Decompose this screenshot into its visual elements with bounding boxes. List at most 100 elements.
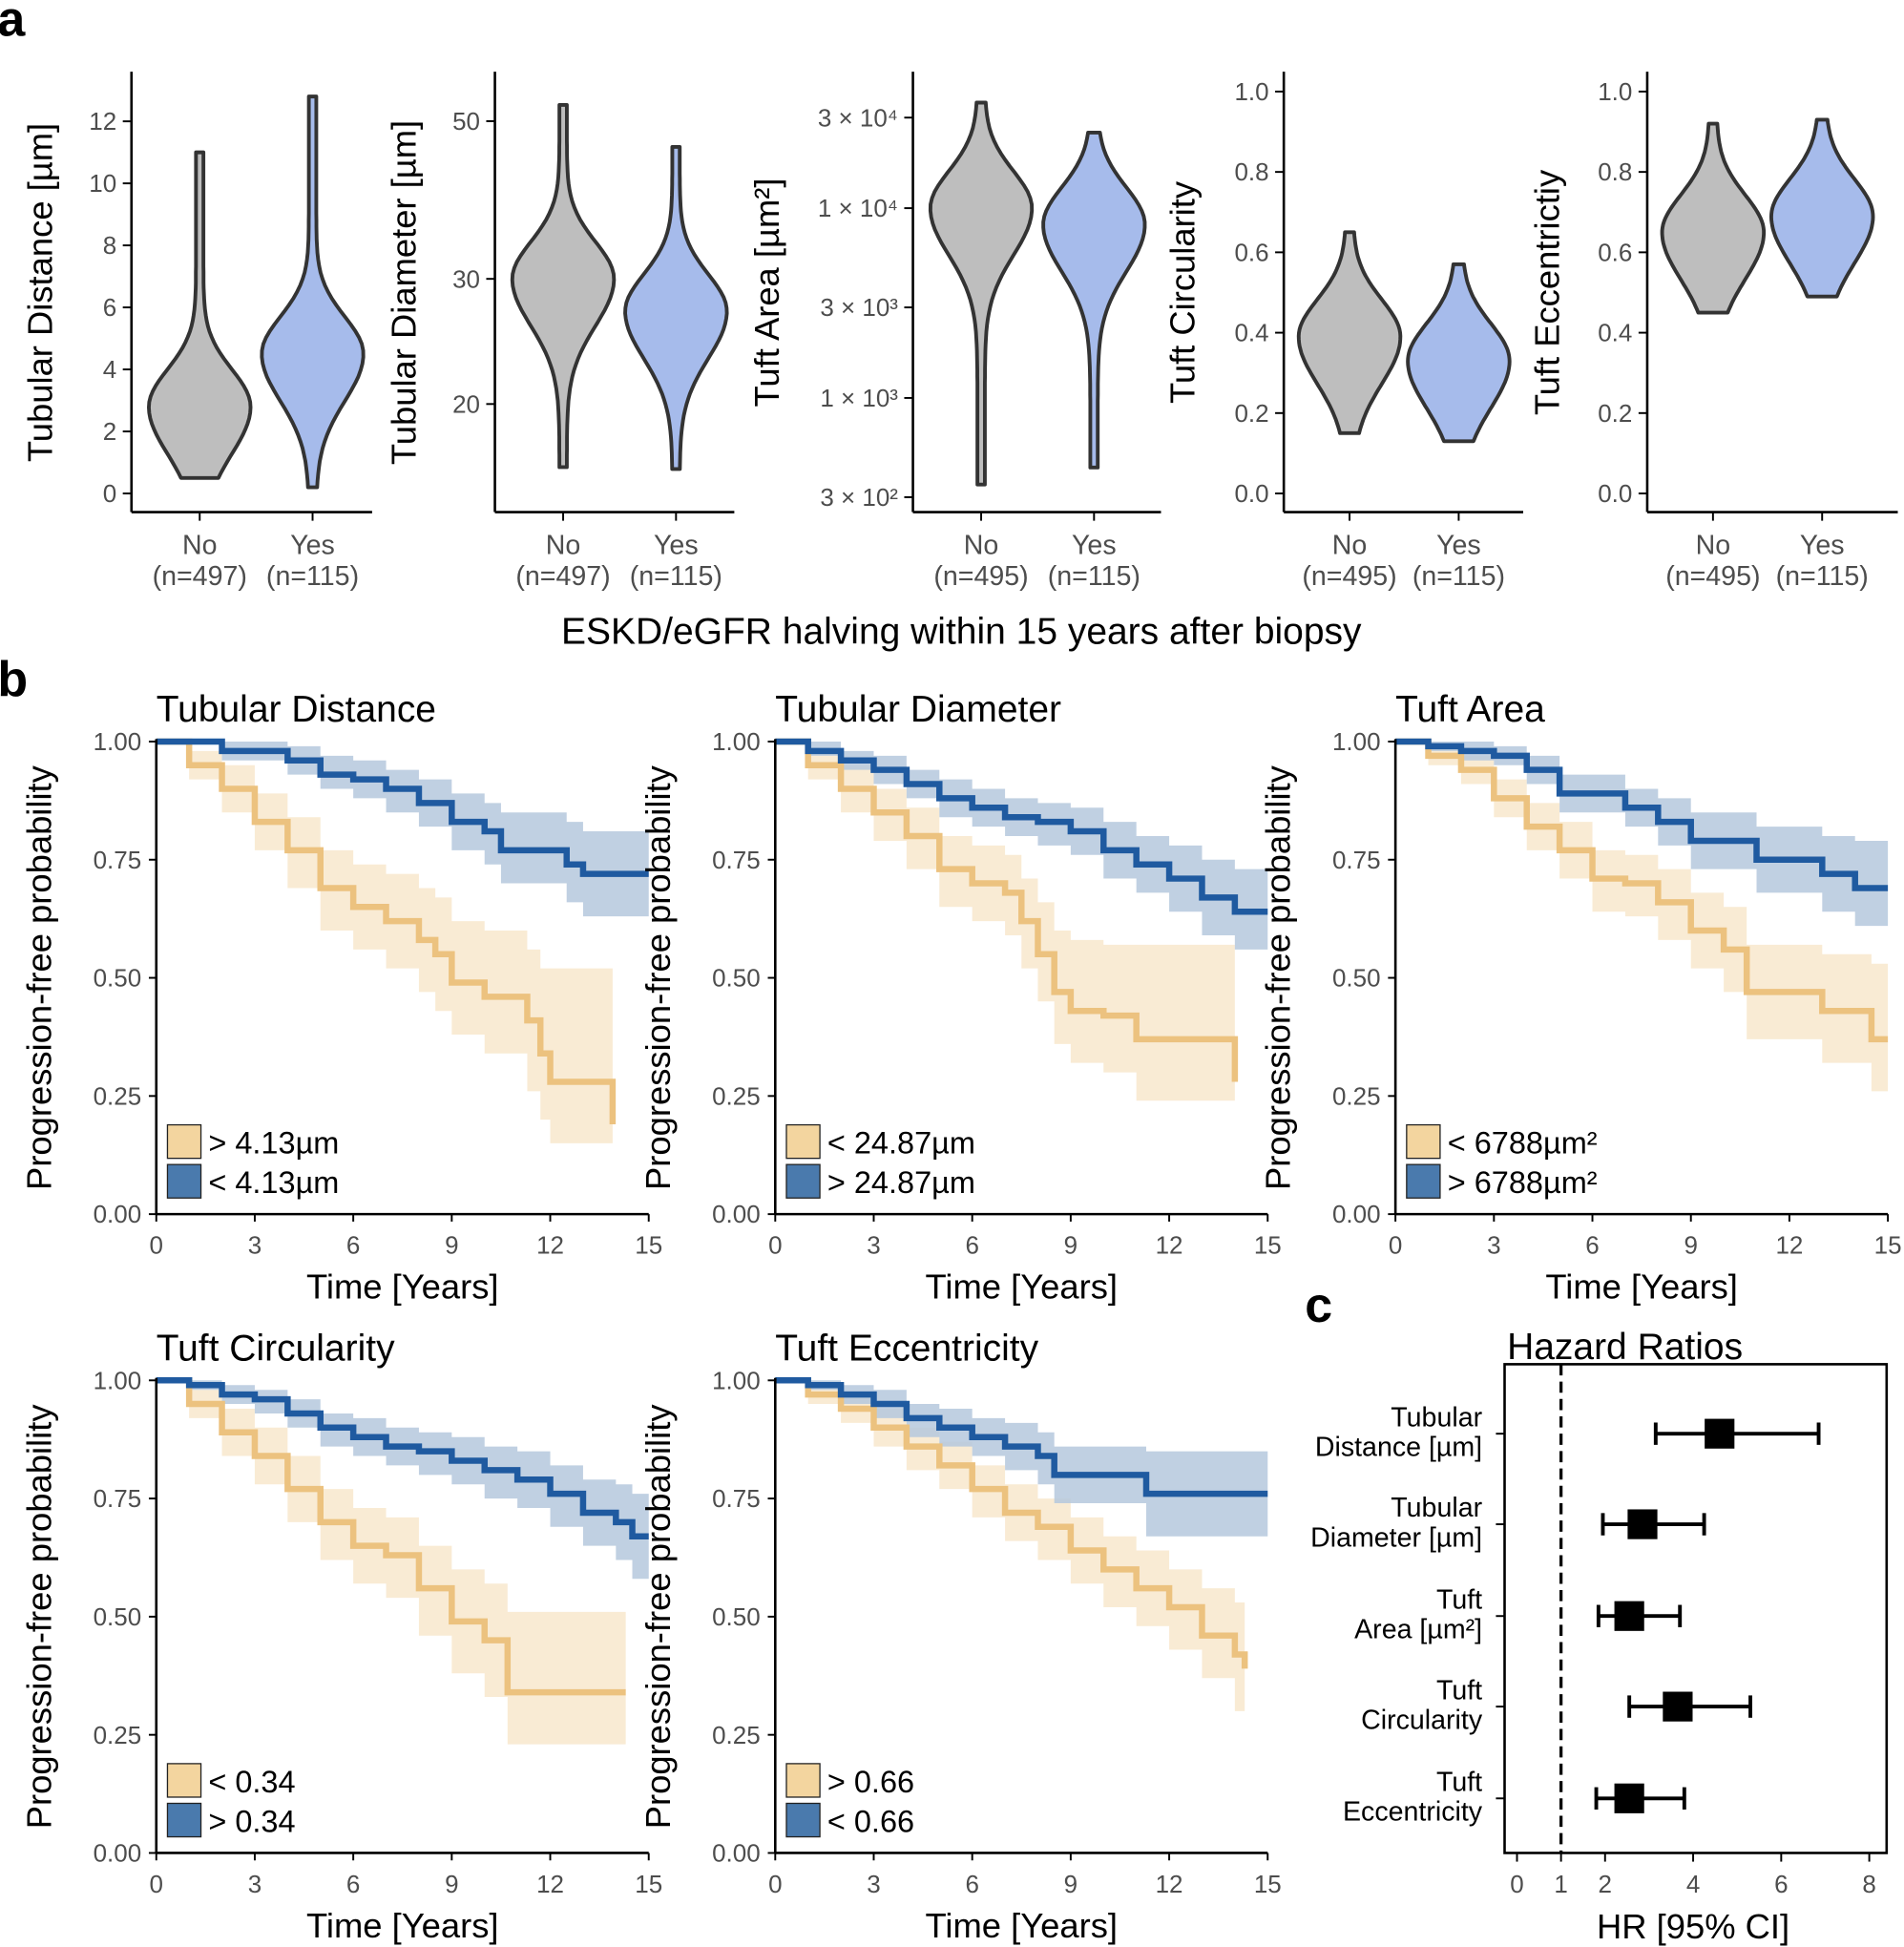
km-title: Tubular Diameter	[775, 689, 1061, 730]
x-tick-label: 0	[150, 1870, 163, 1898]
y-tick-label: 3 × 10⁴	[818, 103, 898, 132]
ci-band-blue	[156, 741, 649, 917]
y-tick-label: 1.00	[712, 727, 761, 756]
x-axis-label: Time [Years]	[926, 1267, 1118, 1307]
y-tick-label: 0.50	[94, 1602, 142, 1631]
km-panel: Tuft Circularity 0.00 0.25 0.50 0.75 1.00 0 3 6 9…	[19, 1328, 662, 1944]
y-tick-label: 4	[103, 355, 116, 384]
hr-point	[1614, 1601, 1644, 1631]
legend-label: > 6788µm²	[1448, 1165, 1598, 1200]
y-tick-label: 12	[89, 107, 116, 136]
x-tick-label: 8	[1862, 1870, 1875, 1898]
ci-band-blue	[775, 741, 1268, 950]
y-tick-label: 30	[452, 264, 480, 293]
x-tick-label: 9	[1684, 1231, 1697, 1260]
legend-item: < 6788µm²	[1406, 1123, 1598, 1160]
x-axis-label: Time [Years]	[926, 1906, 1118, 1945]
x-tick-count: (n=495)	[1302, 561, 1396, 592]
y-tick-label: 0.50	[1332, 964, 1381, 993]
ci-band-orange	[156, 741, 613, 1167]
y-tick-label: 0.75	[94, 1484, 142, 1513]
km-title: Tuft Area	[1395, 689, 1545, 730]
y-tick-label: 50	[452, 107, 480, 136]
km-curve-orange	[775, 738, 1239, 1082]
x-tick-label: 6	[1774, 1870, 1788, 1898]
legend-label: < 0.34	[208, 1765, 295, 1799]
y-tick-label: 0.8	[1234, 157, 1268, 186]
x-tick-label: 0	[1510, 1870, 1523, 1898]
x-tick-label: No	[546, 531, 581, 561]
y-tick-label: 0.25	[712, 1721, 761, 1749]
violin-yes	[1768, 117, 1875, 299]
legend-label: > 0.66	[827, 1765, 914, 1799]
row-label-line2: Area [µm²]	[1354, 1615, 1482, 1645]
legend-label: < 24.87µm	[827, 1125, 975, 1160]
x-tick-label: 9	[1064, 1870, 1078, 1898]
y-tick-label: 6	[103, 293, 116, 322]
km-curve-orange	[1395, 738, 1889, 1043]
x-tick-count: (n=495)	[1665, 561, 1760, 592]
y-tick-label: 0.0	[1598, 479, 1632, 508]
y-tick-label: 1 × 10³	[820, 384, 898, 412]
violin-no	[928, 100, 1035, 487]
y-tick-label: 1.0	[1234, 77, 1268, 106]
y-tick-label: 0.25	[712, 1081, 761, 1110]
x-tick-label: 6	[965, 1870, 978, 1898]
x-tick-label: 3	[867, 1231, 880, 1260]
y-tick-label: 1.0	[1598, 77, 1632, 106]
x-tick-label: 12	[536, 1870, 564, 1898]
km-curve-blue	[156, 738, 649, 877]
x-axis-label: HR [95% CI]	[1597, 1907, 1789, 1946]
x-tick-label: 15	[1874, 1231, 1902, 1260]
legend-swatch-blue	[166, 1163, 202, 1199]
legend-swatch-blue	[1406, 1163, 1441, 1199]
x-tick-label: Yes	[290, 531, 335, 561]
x-tick-label: No	[1332, 531, 1368, 561]
forest-frame	[1503, 1363, 1889, 1854]
x-tick-label: 4	[1686, 1870, 1700, 1898]
y-tick-label: 0.00	[1332, 1200, 1381, 1228]
panel-label-a: a	[0, 0, 26, 47]
y-tick-label: 3 × 10²	[820, 483, 898, 512]
panel-label-b: b	[0, 652, 28, 707]
y-tick-label: 0.75	[1332, 846, 1381, 874]
y-tick-label: 1.00	[94, 727, 142, 756]
row-label-line1: Tuft	[1436, 1767, 1482, 1797]
x-tick-label: 0	[150, 1231, 163, 1260]
ci-band-blue	[1395, 741, 1889, 927]
violin-no	[147, 150, 253, 480]
violin-yes	[260, 94, 366, 490]
y-tick-label: 0.25	[94, 1081, 142, 1110]
x-tick-label: 6	[346, 1231, 360, 1260]
legend-item: < 4.13µm	[166, 1163, 339, 1200]
x-tick-label: 3	[867, 1870, 880, 1898]
legend-item: > 24.87µm	[785, 1163, 975, 1200]
hr-point	[1614, 1783, 1644, 1813]
violin-panel: 20 30 50 Tubular Diameter [µm] No(n=497) Yes(…	[384, 72, 735, 592]
x-tick-count: (n=115)	[1412, 561, 1505, 592]
y-tick-label: 0.75	[712, 1484, 761, 1513]
legend-label: < 4.13µm	[208, 1165, 339, 1200]
row-label-line1: Tuft	[1436, 1675, 1482, 1706]
x-tick-count: (n=497)	[153, 561, 247, 592]
y-tick-label: 0.2	[1234, 399, 1268, 428]
y-tick-label: 0.2	[1598, 399, 1632, 428]
panel-a-shared-xlabel: ESKD/eGFR halving within 15 years after …	[561, 611, 1362, 652]
violin-no	[510, 103, 617, 470]
row-label-line1: Tuft	[1436, 1584, 1482, 1615]
violin-yes	[623, 144, 729, 471]
y-tick-label: 0.8	[1598, 157, 1632, 186]
row-label-line2: Diameter [µm]	[1310, 1522, 1482, 1553]
row-label-line1: Tubular	[1391, 1402, 1482, 1433]
x-tick-label: 0	[768, 1870, 782, 1898]
km-panel: Tuft Area 0.00 0.25 0.50 0.75 1.00 0 3 6 9 12 15 Tim…	[1259, 689, 1902, 1306]
legend-item: > 0.66	[785, 1763, 914, 1799]
y-tick-label: 20	[452, 389, 480, 418]
x-tick-label: 2	[1599, 1870, 1612, 1898]
x-tick-count: (n=115)	[1776, 561, 1869, 592]
x-tick-label: 15	[635, 1231, 662, 1260]
ci-band-blue	[775, 1380, 1268, 1537]
x-tick-count: (n=495)	[933, 561, 1028, 592]
